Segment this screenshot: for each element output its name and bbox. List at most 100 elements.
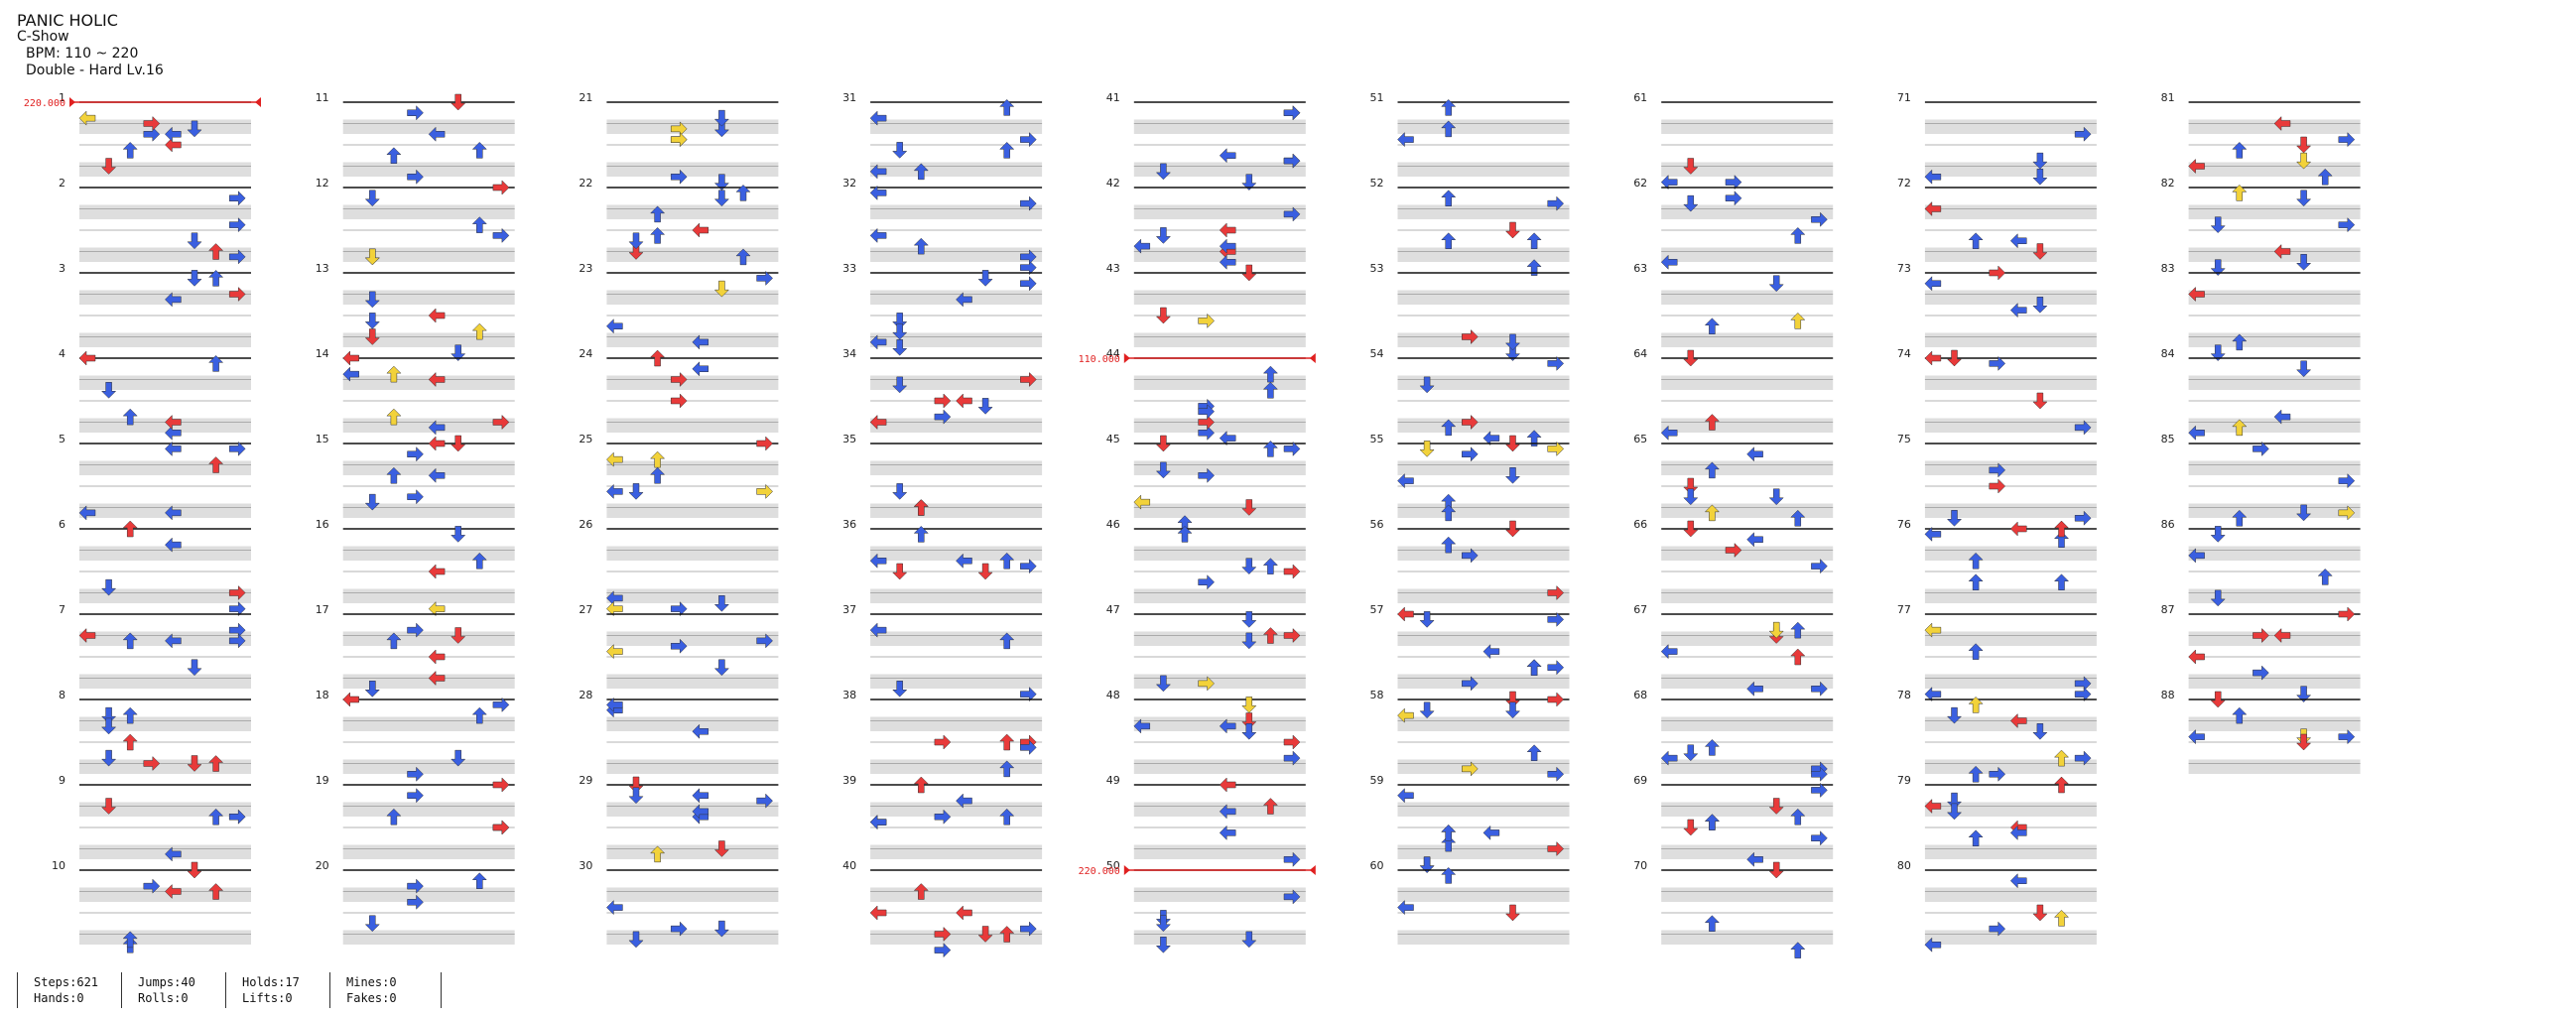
measure-number: 73	[1897, 262, 1911, 275]
beat-band	[2188, 418, 2361, 433]
arrow-down-icon	[1504, 333, 1521, 351]
arrow-up-icon	[2053, 520, 2070, 538]
arrow-right-icon	[756, 270, 773, 286]
arrow-right-icon	[228, 190, 246, 206]
beat-band	[1661, 503, 1834, 518]
arrow-down-icon	[1768, 861, 1784, 879]
arrow-up-icon	[1526, 659, 1542, 676]
arrow-right-icon	[228, 217, 246, 233]
arrow-down-icon	[1946, 792, 1963, 810]
beat-band	[1924, 418, 2097, 433]
arrow-right-icon	[1725, 175, 1742, 190]
arrow-right-icon	[2338, 473, 2356, 489]
measure-53: 53	[1370, 262, 1570, 361]
measure-70: 70	[1633, 859, 1834, 958]
arrow-right-icon	[1547, 441, 1565, 456]
measure-68: 68	[1633, 689, 1834, 782]
arrow-up-icon	[649, 205, 666, 223]
beat-band	[606, 844, 779, 859]
arrow-right-icon	[1198, 574, 1215, 590]
arrow-right-icon	[1020, 559, 1037, 574]
measure-number: 75	[1897, 433, 1911, 445]
measure-77: 77	[1897, 603, 2097, 702]
arrow-right-icon	[1811, 830, 1828, 846]
beat-band	[1133, 802, 1306, 817]
arrow-down-icon	[977, 398, 993, 415]
arrow-right-icon	[2074, 510, 2092, 526]
arrow-right-icon	[2338, 606, 2356, 622]
measure-80: 80	[1897, 859, 2097, 952]
arrow-left-icon	[428, 308, 446, 323]
arrow-left-icon	[428, 564, 446, 579]
arrow-right-icon	[228, 584, 246, 601]
measure-number: 82	[2161, 177, 2175, 190]
measure-number: 88	[2161, 689, 2175, 701]
arrow-left-icon	[1924, 687, 1942, 702]
arrow-right-icon	[1547, 766, 1565, 782]
measure-number: 32	[842, 177, 856, 190]
arrow-right-icon	[934, 393, 952, 409]
arrow-right-icon	[1811, 681, 1828, 697]
arrow-left-icon	[165, 126, 182, 142]
measure-number: 30	[579, 859, 592, 872]
arrow-left-icon	[78, 627, 96, 644]
beat-band	[1397, 887, 1570, 902]
arrow-right-icon	[1020, 687, 1037, 702]
measure-42: 42	[1106, 177, 1306, 270]
arrow-right-icon	[143, 115, 161, 132]
beat-band	[606, 332, 779, 347]
arrow-left-icon	[165, 883, 182, 900]
stat-group-holds: Holds:17 Lifts:0	[225, 972, 329, 1008]
measure-23: 23	[579, 262, 779, 350]
measure-31: 31	[842, 91, 1043, 181]
measure-65: 65	[1633, 433, 1834, 527]
bpm-value: 220.000	[1079, 866, 1120, 877]
arrow-down-icon	[1419, 441, 1435, 457]
arrow-up-icon	[1790, 648, 1806, 666]
arrow-left-icon	[1924, 798, 1942, 815]
measure-number: 53	[1370, 262, 1384, 275]
arrow-up-icon	[386, 408, 402, 426]
arrow-left-icon	[2009, 521, 2027, 537]
arrow-up-icon	[2232, 706, 2248, 724]
arrow-right-icon	[1020, 195, 1037, 211]
arrow-down-icon	[892, 563, 908, 580]
arrow-down-icon	[1241, 174, 1257, 190]
arrow-up-icon	[1441, 99, 1457, 116]
arrow-right-icon	[1989, 921, 2006, 937]
arrow-left-icon	[1924, 526, 1942, 542]
arrow-down-icon	[100, 158, 117, 175]
arrow-up-icon	[2317, 569, 2333, 585]
arrow-down-icon	[628, 931, 644, 949]
arrow-down-icon	[628, 776, 644, 794]
difficulty-label: Double - Hard Lv.16	[26, 63, 164, 78]
arrow-left-icon	[1482, 825, 1500, 840]
measure-86: 86	[2161, 518, 2361, 607]
measure-number: 35	[842, 433, 856, 445]
beat-band	[2188, 162, 2361, 177]
arrow-right-icon	[1462, 676, 1479, 692]
arrow-up-icon	[1968, 573, 1984, 590]
arrow-right-icon	[1547, 584, 1565, 601]
arrow-down-icon	[1683, 488, 1699, 506]
arrow-up-icon	[1262, 381, 1279, 399]
measure-24: 24	[579, 347, 779, 433]
measure-number: 36	[842, 518, 856, 531]
arrow-left-icon	[1924, 169, 1942, 185]
measure-12: 12	[316, 177, 515, 266]
beat-band	[79, 460, 251, 475]
measure-87: 87	[2161, 603, 2361, 702]
measure-number: 68	[1633, 689, 1647, 701]
arrow-right-icon	[1811, 559, 1828, 574]
measure-number: 60	[1370, 859, 1384, 872]
arrow-down-icon	[187, 232, 202, 250]
measure-25: 25	[579, 433, 779, 518]
beat-band	[1924, 887, 2097, 902]
arrow-down-icon	[1241, 499, 1257, 516]
arrow-up-icon	[999, 99, 1015, 116]
arrow-right-icon	[407, 788, 424, 804]
arrow-right-icon	[1020, 276, 1037, 292]
arrow-left-icon	[1219, 804, 1236, 820]
arrow-up-icon	[386, 632, 402, 650]
arrow-down-icon	[2295, 254, 2312, 271]
